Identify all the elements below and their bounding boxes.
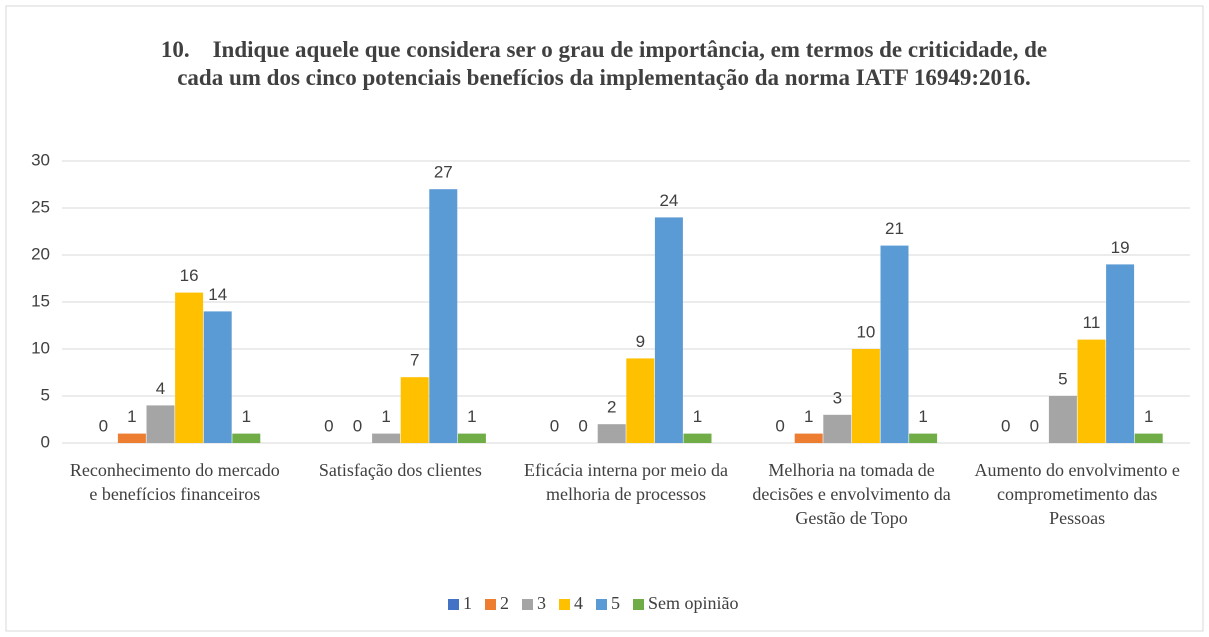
x-tick-label: Satisfação dos clientes [318, 460, 482, 480]
bar [1134, 433, 1163, 443]
y-tick-label: 25 [31, 197, 50, 216]
data-label: 0 [324, 416, 333, 435]
data-label: 1 [467, 407, 476, 426]
data-label: 0 [353, 416, 362, 435]
data-label: 2 [607, 398, 616, 417]
data-label: 0 [1001, 416, 1010, 435]
data-label: 1 [804, 407, 813, 426]
legend-label: 2 [500, 593, 509, 613]
data-label: 7 [410, 351, 419, 370]
data-label: 1 [693, 407, 702, 426]
y-tick-label: 20 [31, 244, 50, 263]
data-label: 11 [1083, 313, 1101, 332]
data-label: 0 [578, 416, 587, 435]
legend-swatch [448, 599, 459, 610]
x-tick-label: Melhoria na tomada de decisões e envolvi… [752, 460, 951, 528]
data-label: 1 [127, 407, 136, 426]
data-label: 1 [918, 407, 927, 426]
bar [683, 433, 712, 443]
bar [457, 433, 486, 443]
data-label: 27 [434, 163, 453, 182]
bar [1048, 396, 1077, 443]
data-label: 1 [381, 407, 390, 426]
legend-label: 1 [463, 593, 472, 613]
bar [372, 433, 401, 443]
data-label: 16 [180, 266, 199, 285]
data-label: 4 [156, 379, 165, 398]
data-label: 3 [833, 388, 842, 407]
data-label: 19 [1111, 238, 1130, 257]
bar [1077, 339, 1106, 443]
data-label: 10 [856, 322, 875, 341]
bar [909, 433, 938, 443]
data-label: 21 [885, 219, 904, 238]
bar [1106, 264, 1135, 443]
bar [880, 245, 909, 443]
legend-label: 4 [574, 593, 583, 613]
data-label: 1 [1144, 407, 1153, 426]
legend-swatch [485, 599, 496, 610]
bar [232, 433, 261, 443]
data-label: 0 [550, 416, 559, 435]
bar [146, 405, 175, 443]
legend-swatch [633, 599, 644, 610]
bar [429, 189, 458, 443]
y-tick-label: 10 [31, 338, 50, 357]
data-label: 0 [99, 416, 108, 435]
legend-label: Sem opinião [648, 593, 739, 613]
bar [851, 349, 880, 443]
legend-swatch [559, 599, 570, 610]
bar [400, 377, 429, 443]
bar [654, 217, 683, 443]
bar [175, 292, 204, 443]
bar [823, 414, 852, 443]
data-label: 1 [242, 407, 251, 426]
x-tick-label: Aumento do envolvimento e comprometiment… [974, 460, 1180, 528]
data-label: 5 [1058, 369, 1067, 388]
y-tick-label: 15 [31, 291, 50, 310]
chart-title: 10. Indique aquele que considera ser o g… [160, 37, 1053, 90]
legend-label: 5 [611, 593, 620, 613]
y-tick-label: 0 [41, 432, 50, 451]
legend-swatch [522, 599, 533, 610]
data-label: 24 [659, 191, 678, 210]
data-label: 14 [208, 285, 227, 304]
x-tick-label: Reconhecimento do mercado e benefícios f… [69, 460, 280, 504]
legend-swatch [596, 599, 607, 610]
x-tick-label: Eficácia interna por meio da melhoria de… [524, 460, 728, 504]
bar [794, 433, 823, 443]
bar [117, 433, 146, 443]
data-label: 0 [1030, 416, 1039, 435]
bar [203, 311, 232, 443]
y-tick-label: 5 [41, 385, 50, 404]
data-label: 0 [775, 416, 784, 435]
bar [626, 358, 655, 443]
bar [597, 424, 626, 443]
data-label: 9 [636, 332, 645, 351]
y-tick-label: 30 [31, 150, 50, 169]
legend-label: 3 [537, 593, 546, 613]
